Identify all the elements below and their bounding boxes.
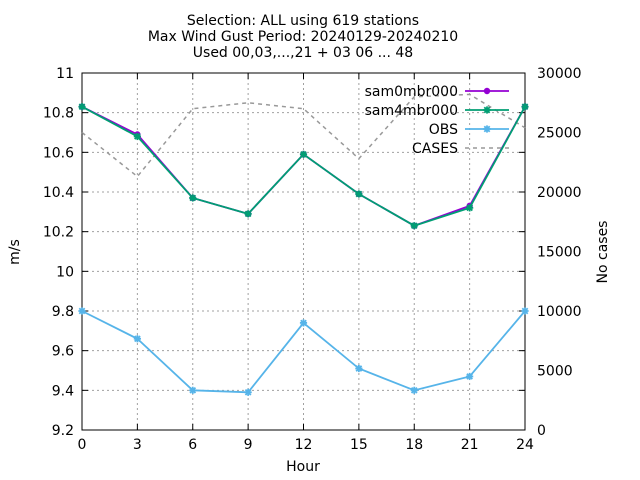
y-tick-label: 9.6 <box>52 344 74 360</box>
y-tick-label: 10 <box>56 264 74 280</box>
x-tick-label: 6 <box>188 437 197 453</box>
series-line-cases <box>81 93 526 178</box>
y-tick-label: 10.8 <box>43 106 74 122</box>
y-tick-label: 9.2 <box>52 423 74 439</box>
y2-tick-label: 10000 <box>537 304 582 320</box>
y2-tick-label: 30000 <box>537 66 582 82</box>
data-point-sam4mbr000 <box>299 150 308 158</box>
x-tick-label: 0 <box>78 437 87 453</box>
legend-label-sam0mbr000: sam0mbr000 <box>365 84 458 100</box>
y-tick-label: 9.4 <box>52 383 74 399</box>
y2-tick-label: 25000 <box>537 126 582 142</box>
y-tick-label: 10.6 <box>43 145 74 161</box>
x-ticks: 0 3 6 9 12 15 18 21 24 <box>78 73 534 453</box>
data-point-sam4mbr000 <box>521 103 529 111</box>
data-point-obs <box>78 307 86 315</box>
data-point-obs-core <box>135 336 140 341</box>
data-point-sam4mbr000 <box>244 210 252 218</box>
data-point-obs-core <box>246 390 251 395</box>
data-point-sam4mbr000-core <box>301 152 306 157</box>
x-tick-label: 21 <box>461 437 479 453</box>
data-point-obs <box>410 386 418 394</box>
y-tick-label: 10.2 <box>43 225 74 241</box>
data-point-sam4mbr000 <box>466 204 474 212</box>
data-point-obs-core <box>356 366 361 371</box>
data-point-obs <box>133 335 141 343</box>
chart-title-line: Max Wind Gust Period: 20240129-20240210 <box>148 29 458 45</box>
data-point-obs <box>299 319 308 327</box>
y2-tick-label: 0 <box>537 423 546 439</box>
data-point-sam4mbr000-core <box>190 195 195 200</box>
data-point-sam4mbr000 <box>410 222 418 230</box>
legend-marker-obs <box>483 125 491 133</box>
data-point-obs <box>466 372 474 381</box>
x-tick-label: 15 <box>350 437 368 453</box>
data-point-sam4mbr000-core <box>523 104 527 109</box>
x-tick-label: 24 <box>516 437 534 453</box>
y2-ticks: 0 5000 10000 15000 20000 25000 30000 <box>537 66 582 439</box>
x-tick-label: 12 <box>295 437 313 453</box>
data-point-sam4mbr000 <box>78 103 86 111</box>
x-tick-label: 3 <box>133 437 142 453</box>
plot-frame <box>81 72 526 431</box>
legend-label-obs: OBS <box>429 122 458 138</box>
y-tick-label: 10.4 <box>43 185 74 201</box>
data-point-sam4mbr000-core <box>80 104 84 109</box>
legend-label-sam4mbr000: sam4mbr000 <box>365 103 458 119</box>
data-point-sam4mbr000-core <box>356 191 361 196</box>
x-tick-label: 9 <box>244 437 253 453</box>
y-tick-label: 11 <box>56 66 74 82</box>
y2-tick-label: 5000 <box>537 364 573 380</box>
data-point-sam4mbr000-core <box>412 223 417 228</box>
legend-marker-sam4mbr000 <box>483 106 491 114</box>
legend-marker-sam0mbr000 <box>483 87 491 95</box>
series <box>78 93 529 396</box>
data-point-obs-core <box>467 374 472 379</box>
chart-title-line: Used 00,03,...,21 + 03 06 ... 48 <box>193 45 413 61</box>
chart-title-line: Selection: ALL using 619 stations <box>187 13 419 29</box>
legend: sam0mbr000 sam4mbr000 OBS CASES <box>365 84 509 157</box>
x-axis-label: Hour <box>286 459 320 475</box>
data-point-sam4mbr000 <box>189 194 197 202</box>
data-point-sam4mbr000-core <box>467 205 472 210</box>
grid <box>82 73 525 430</box>
legend-marker-sam4mbr000-core <box>485 108 489 112</box>
y-ticks: 9.2 9.4 9.6 9.8 10 10.2 10.4 10.6 10.8 11 <box>43 66 525 439</box>
data-point-sam4mbr000-core <box>135 134 140 139</box>
data-point-obs-core <box>523 309 527 313</box>
data-point-sam4mbr000-core <box>246 211 251 216</box>
y2-tick-label: 20000 <box>537 185 582 201</box>
data-point-obs <box>521 307 529 315</box>
data-point-sam4mbr000 <box>133 132 141 141</box>
legend-label-cases: CASES <box>412 141 458 157</box>
data-point-obs-core <box>190 388 195 393</box>
data-point-obs <box>189 386 197 394</box>
y2-axis-label: No cases <box>595 221 611 284</box>
y2-tick-label: 15000 <box>537 245 582 261</box>
data-point-obs-core <box>301 320 306 325</box>
data-point-sam4mbr000 <box>355 190 363 198</box>
y-axis-label: m/s <box>7 239 23 265</box>
legend-marker-obs-core <box>485 127 489 131</box>
x-tick-label: 18 <box>405 437 423 453</box>
data-point-obs <box>244 388 252 396</box>
data-point-obs-core <box>412 388 417 393</box>
data-point-obs <box>355 364 363 373</box>
y-tick-label: 9.8 <box>52 304 74 320</box>
axes <box>81 72 526 431</box>
data-point-obs-core <box>80 309 84 313</box>
